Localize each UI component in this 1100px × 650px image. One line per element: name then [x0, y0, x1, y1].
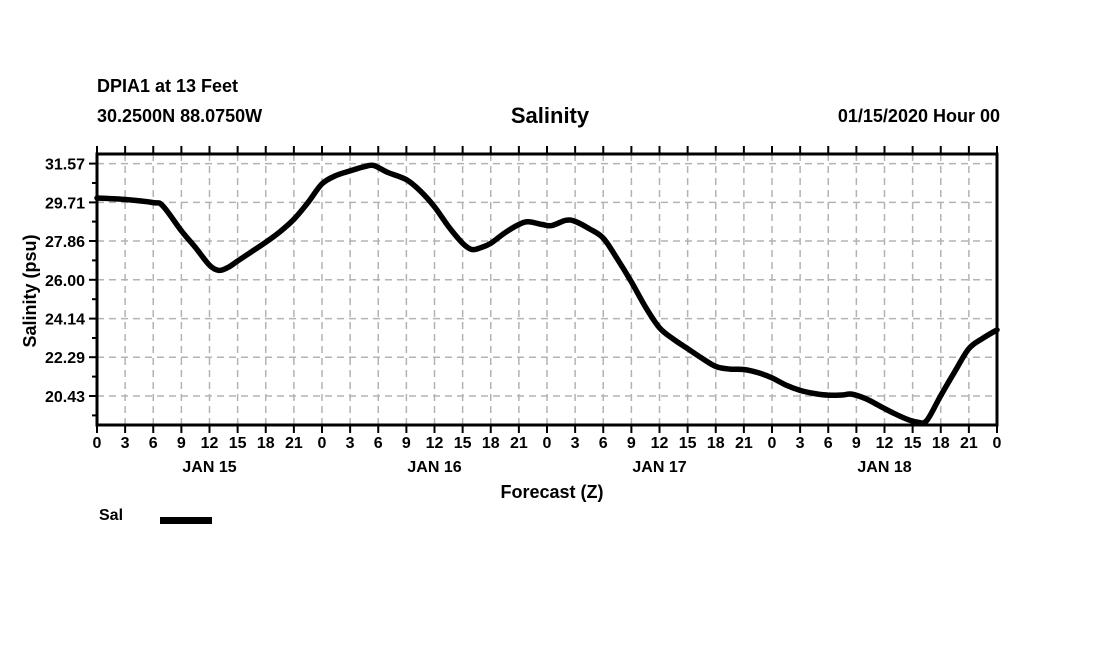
forecast-datetime-label: 01/15/2020 Hour 00	[837, 106, 1000, 126]
x-tick-label: 3	[121, 435, 130, 452]
x-tick-label: 21	[285, 435, 303, 452]
y-tick-label: 31.57	[45, 157, 85, 174]
x-tick-label: 0	[768, 435, 777, 452]
x-tick-label: 9	[627, 435, 636, 452]
x-tick-label: 18	[257, 435, 275, 452]
x-tick-label: 0	[543, 435, 552, 452]
y-tick-label: 27.86	[45, 234, 85, 251]
legend-line-sample	[160, 517, 212, 524]
x-tick-label: 6	[599, 435, 608, 452]
plot-frame	[95, 152, 999, 427]
x-tick-label: 9	[852, 435, 861, 452]
salinity-series-line	[94, 162, 1000, 426]
x-tick-label: 3	[796, 435, 805, 452]
y-tick-label: 20.43	[45, 389, 85, 406]
x-tick-label: 15	[229, 435, 247, 452]
x-tick-label: 12	[201, 435, 219, 452]
x-tick-label: 12	[876, 435, 894, 452]
x-tick-label: 15	[904, 435, 922, 452]
x-tick-label: 3	[346, 435, 355, 452]
day-label: JAN 16	[407, 459, 461, 476]
x-tick-label: 18	[482, 435, 500, 452]
x-tick-label: 0	[318, 435, 327, 452]
y-tick-label: 26.00	[45, 273, 85, 290]
x-tick-label: 6	[149, 435, 158, 452]
x-tick-label: 0	[993, 435, 1002, 452]
x-axis-label: Forecast (Z)	[500, 482, 604, 502]
x-tick-label: 3	[571, 435, 580, 452]
x-tick-label: 18	[707, 435, 725, 452]
day-label: JAN 18	[857, 459, 911, 476]
y-tick-label: 22.29	[45, 350, 85, 367]
x-tick-label: 12	[651, 435, 669, 452]
x-tick-label: 21	[510, 435, 528, 452]
x-tick-label: 9	[177, 435, 186, 452]
station-id-label: DPIA1 at 13 Feet	[97, 76, 239, 96]
day-label: JAN 17	[632, 459, 686, 476]
x-tick-label: 6	[374, 435, 383, 452]
x-tick-label: 9	[402, 435, 411, 452]
x-tick-label: 12	[426, 435, 444, 452]
x-tick-label: 0	[93, 435, 102, 452]
day-label: JAN 15	[182, 459, 236, 476]
x-tick-label: 18	[932, 435, 950, 452]
station-coordinates-label: 30.2500N 88.0750W	[97, 106, 263, 126]
y-tick-label: 29.71	[45, 195, 85, 212]
x-tick-label: 21	[960, 435, 978, 452]
x-tick-label: 6	[824, 435, 833, 452]
legend-series-label: Sal	[99, 507, 124, 524]
chart-title: Salinity	[510, 103, 590, 128]
y-tick-label: 24.14	[45, 312, 85, 329]
x-tick-label: 15	[679, 435, 697, 452]
x-tick-label: 21	[735, 435, 753, 452]
x-tick-label: 15	[454, 435, 472, 452]
